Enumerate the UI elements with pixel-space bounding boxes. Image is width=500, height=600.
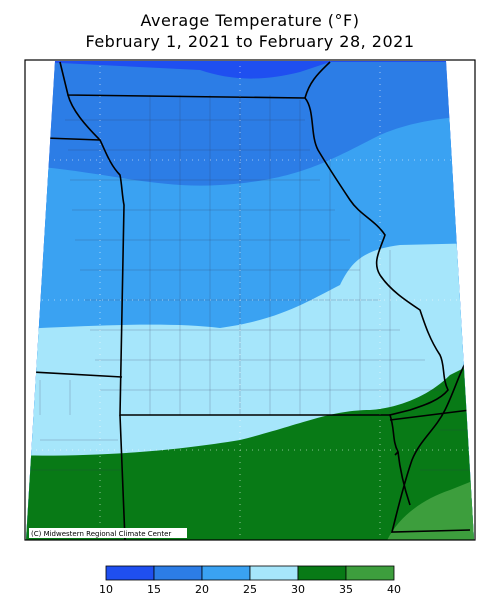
- legend-swatch: [297, 565, 347, 581]
- county-lines: [30, 95, 470, 471]
- credit-box: [29, 528, 187, 538]
- legend-tick-label: 35: [339, 583, 353, 596]
- legend-tick-label: 20: [195, 583, 209, 596]
- state-borders: [32, 61, 471, 540]
- legend-tick-label: 40: [387, 583, 401, 596]
- credit: (C) Midwestern Regional Climate Center: [31, 530, 171, 538]
- legend-tick-label: 15: [147, 583, 161, 596]
- legend-swatch: [345, 565, 395, 581]
- map-title: Average Temperature (°F): [141, 11, 360, 30]
- map-area: [26, 61, 474, 540]
- legend-swatch: [105, 565, 155, 581]
- legend: 10 15 20 25 30 35 40: [99, 565, 401, 596]
- map-subtitle: February 1, 2021 to February 28, 2021: [85, 32, 414, 51]
- legend-tick-label: 30: [291, 583, 305, 596]
- legend-swatch: [249, 565, 299, 581]
- map-frame: [24, 59, 476, 541]
- temperature-band: [385, 478, 474, 540]
- legend-swatch: [201, 565, 251, 581]
- legend-swatch: [153, 565, 203, 581]
- legend-tick-label: 10: [99, 583, 113, 596]
- legend-tick-label: 25: [243, 583, 257, 596]
- grid-lines: [26, 61, 474, 540]
- temperature-band: [26, 360, 474, 540]
